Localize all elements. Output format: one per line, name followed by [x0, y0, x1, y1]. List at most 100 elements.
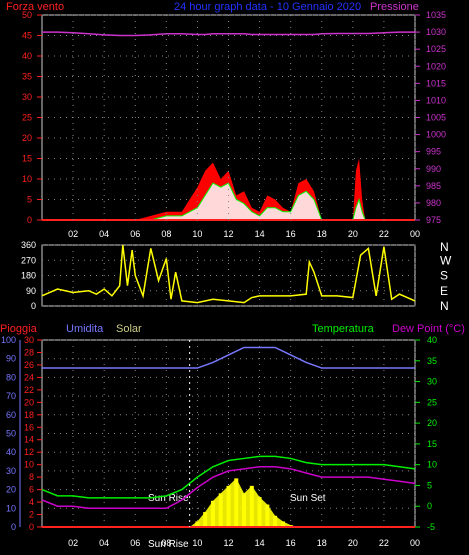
temp-x-tick-label: 18	[317, 538, 327, 548]
rain-tick-label: 28	[24, 347, 34, 357]
humidity-tick-label: 20	[6, 485, 16, 495]
rain-tick-label: 16	[24, 422, 34, 432]
humidity-tick-label: 80	[6, 372, 16, 382]
rain-tick-label: 0	[29, 522, 34, 532]
temp-x-tick-label: 10	[192, 538, 202, 548]
humidity-tick-label: 0	[11, 522, 16, 532]
direction-tick-label: 0	[31, 301, 36, 311]
direction-tick-label: 270	[21, 255, 36, 265]
temp-x-tick-label: 00	[410, 538, 420, 548]
wind-x-tick-label: 04	[99, 229, 109, 239]
pressure-tick-label: 975	[426, 215, 441, 225]
wind-tick-label: 10	[22, 174, 32, 184]
pressure-tick-label: 1005	[426, 113, 446, 123]
temp-x-tick-label: 20	[348, 538, 358, 548]
rain-tick-label: 22	[24, 385, 34, 395]
rain-tick-label: 14	[24, 435, 34, 445]
temp-tick-label: 5	[427, 480, 432, 490]
humidity-tick-label: 60	[6, 410, 16, 420]
sun-rise-axis-annotation: Sun Rise	[148, 539, 189, 550]
wind-tick-label: 25	[22, 113, 32, 123]
wind-x-tick-label: 18	[317, 229, 327, 239]
humidity-tick-label: 70	[6, 391, 16, 401]
temp-x-tick-label: 12	[223, 538, 233, 548]
sun-rise-annotation: Sun Rise	[148, 493, 189, 504]
rain-tick-label: 2	[29, 510, 34, 520]
wind-x-tick-label: 22	[379, 229, 389, 239]
pressure-tick-label: 1010	[426, 95, 446, 105]
solar-label: Solar	[116, 323, 142, 335]
compass-label: W	[440, 253, 452, 267]
pressure-tick-label: 1035	[426, 10, 446, 20]
chart-title: 24 hour graph data - 10 Gennaio 2020	[174, 1, 361, 13]
wind-x-tick-label: 16	[286, 229, 296, 239]
humidity-tick-label: 40	[6, 447, 16, 457]
wind-tick-label: 20	[22, 133, 32, 143]
rain-tick-label: 18	[24, 410, 34, 420]
solar-area	[189, 478, 299, 527]
pressure-tick-label: 995	[426, 147, 441, 157]
dewpoint-line	[41, 465, 416, 510]
dewpoint-label: Dew Point (°C)	[392, 323, 465, 335]
pressure-tick-label: 990	[426, 164, 441, 174]
wind-x-tick-label: 00	[410, 229, 420, 239]
temperature-label: Temperatura	[312, 323, 375, 335]
temp-x-tick-label: 06	[130, 538, 140, 548]
direction-tick-label: 90	[26, 286, 36, 296]
rain-tick-label: 6	[29, 485, 34, 495]
wind-x-tick-label: 10	[192, 229, 202, 239]
compass-label: S	[440, 269, 448, 283]
pressure-tick-label: 1000	[426, 130, 446, 140]
rain-label: Pioggia	[0, 323, 38, 335]
temp-x-tick-label: 02	[68, 538, 78, 548]
temp-tick-label: 10	[427, 460, 437, 470]
temp-x-tick-label: 04	[99, 538, 109, 548]
temp-x-tick-label: 22	[379, 538, 389, 548]
wind-x-tick-label: 20	[348, 229, 358, 239]
rain-tick-label: 20	[24, 397, 34, 407]
temp-tick-label: 20	[427, 418, 437, 428]
compass-label: N	[440, 299, 449, 313]
pressure-tick-label: 1020	[426, 61, 446, 71]
direction-line	[41, 244, 416, 304]
rain-tick-label: 30	[24, 335, 34, 345]
temp-tick-label: -5	[427, 522, 435, 532]
wind-tick-label: 40	[22, 51, 32, 61]
temp-tick-label: 35	[427, 356, 437, 366]
wind-x-tick-label: 08	[161, 229, 171, 239]
humidity-line	[42, 346, 415, 369]
rain-tick-label: 26	[24, 360, 34, 370]
rain-tick-label: 24	[24, 372, 34, 382]
temp-tick-label: 40	[427, 335, 437, 345]
wind-x-tick-label: 14	[255, 229, 265, 239]
wind-tick-label: 50	[22, 10, 32, 20]
pressure-tick-label: 985	[426, 181, 441, 191]
pressure-line	[42, 31, 415, 37]
wind-tick-label: 15	[22, 154, 32, 164]
pressure-tick-label: 1015	[426, 78, 446, 88]
pressure-tick-label: 980	[426, 198, 441, 208]
wind-x-tick-label: 12	[223, 229, 233, 239]
wind-tick-label: 35	[22, 72, 32, 82]
wind-x-tick-label: 02	[68, 229, 78, 239]
compass-label: E	[440, 284, 448, 298]
wind-tick-label: 0	[27, 215, 32, 225]
humidity-tick-label: 50	[6, 429, 16, 439]
temp-tick-label: 25	[427, 397, 437, 407]
wind-tick-label: 30	[22, 92, 32, 102]
temp-x-tick-label: 14	[255, 538, 265, 548]
humidity-tick-label: 90	[6, 354, 16, 364]
direction-tick-label: 180	[21, 271, 36, 281]
temp-tick-label: 0	[427, 501, 432, 511]
humidity-tick-label: 100	[1, 335, 16, 345]
pressure-tick-label: 1030	[426, 27, 446, 37]
temp-x-tick-label: 08	[161, 538, 171, 548]
compass-label: N	[440, 240, 449, 254]
humidity-label: Umidita	[66, 323, 104, 335]
humidity-tick-label: 10	[6, 503, 16, 513]
rain-tick-label: 8	[29, 472, 34, 482]
rain-tick-label: 12	[24, 447, 34, 457]
wind-x-tick-label: 06	[130, 229, 140, 239]
temp-tick-label: 15	[427, 439, 437, 449]
